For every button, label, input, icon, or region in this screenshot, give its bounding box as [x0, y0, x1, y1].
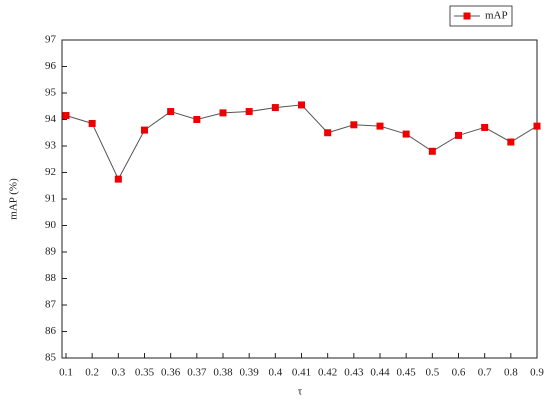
data-point: [193, 116, 201, 123]
data-point: [376, 122, 384, 130]
data-point: [245, 108, 253, 116]
data-point: [533, 122, 541, 130]
x-tick-label: 0.39: [240, 367, 260, 379]
x-tick-label: 0.9: [530, 367, 544, 379]
y-tick-label: 96: [45, 60, 57, 72]
plot-frame: [61, 39, 538, 359]
data-line: [65, 104, 538, 181]
x-tick-label: 0.35: [135, 367, 155, 379]
x-tick-label: 0.5: [425, 367, 439, 379]
data-point: [324, 129, 332, 137]
x-tick-label: 0.37: [187, 367, 207, 379]
x-axis-label: τ: [298, 386, 303, 398]
x-tick-label: 0.1: [59, 367, 73, 379]
legend-marker: [463, 12, 471, 20]
x-tick-label: 0.43: [344, 367, 364, 379]
x-tick-label: 0.7: [478, 367, 492, 379]
x-tick-label: 0.42: [318, 367, 337, 379]
x-tick-label: 0.2: [85, 367, 99, 379]
y-axis-label: mAP (%): [8, 178, 20, 220]
y-tick-label: 89: [45, 246, 57, 258]
data-point: [402, 130, 410, 138]
data-point: [141, 126, 148, 134]
data-point: [271, 104, 279, 112]
x-tick-label: 0.6: [452, 367, 466, 379]
y-tick-label: 86: [45, 325, 57, 337]
y-tick-label: 90: [45, 219, 57, 231]
x-tick-label: 0.8: [504, 367, 518, 379]
y-tick-label: 95: [45, 87, 57, 99]
data-point: [428, 147, 436, 155]
x-tick-label: 0.4: [268, 367, 282, 379]
data-point: [350, 121, 358, 129]
x-tick-label: 0.38: [213, 367, 233, 379]
data-point: [88, 119, 96, 127]
x-tick-label: 0.3: [111, 367, 125, 379]
data-point: [62, 112, 70, 120]
y-tick-label: 91: [45, 193, 56, 205]
x-tick-label: 0.44: [370, 367, 390, 379]
x-tick-label: 0.41: [292, 367, 311, 379]
data-point: [167, 108, 175, 116]
data-point: [481, 123, 489, 131]
y-tick-label: 94: [45, 113, 57, 125]
y-tick-label: 93: [45, 140, 57, 152]
y-tick-label: 97: [45, 34, 57, 46]
x-tick-label: 0.45: [397, 367, 417, 379]
y-tick-label: 88: [45, 272, 57, 284]
data-point: [455, 131, 462, 139]
y-tick-label: 87: [45, 299, 57, 311]
y-tick-label: 85: [45, 352, 57, 364]
legend-label: mAP: [485, 10, 508, 22]
x-tick-label: 0.36: [161, 367, 181, 379]
legend-box: [449, 5, 513, 27]
data-point: [114, 175, 122, 183]
data-point: [298, 101, 305, 109]
data-point: [219, 109, 227, 117]
data-point: [507, 138, 515, 146]
y-tick-label: 92: [45, 166, 56, 178]
